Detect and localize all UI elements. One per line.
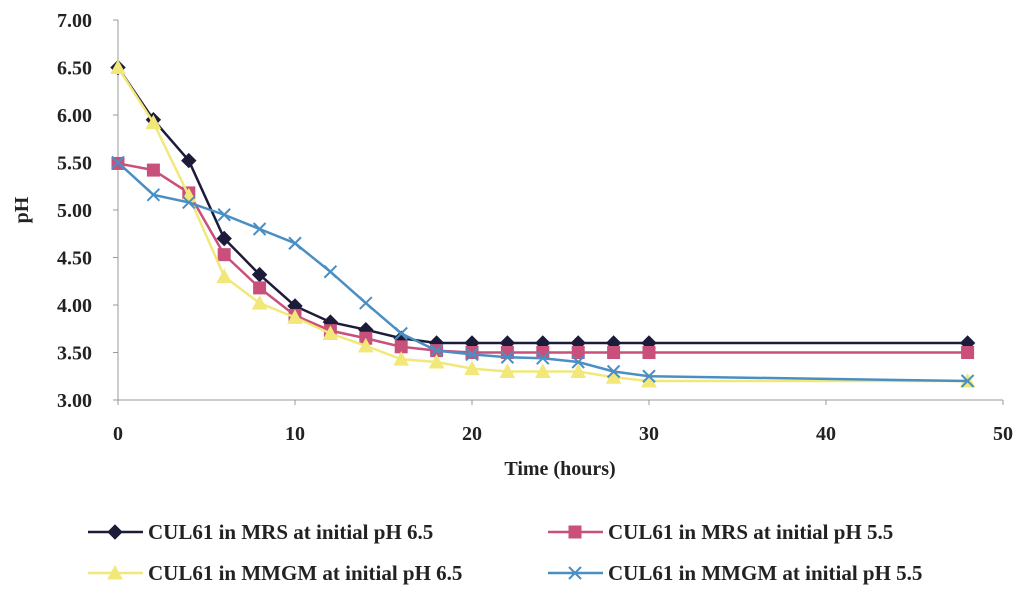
legend-item: CUL61 in MMGM at initial pH 6.5 [88,561,462,585]
y-tick-label: 6.50 [57,58,92,80]
data-point [500,350,515,364]
data-point [465,347,479,362]
data-point [216,230,232,247]
data-point [394,326,408,341]
legend-item: CUL61 in MRS at initial pH 5.5 [548,520,893,544]
data-point [393,351,410,366]
legend-item: CUL61 in MRS at initial pH 6.5 [88,520,433,544]
legend-marker [107,564,123,580]
data-point [145,114,162,130]
legend-marker [568,566,582,580]
data-point [323,265,338,279]
x-tick-label: 50 [993,423,1013,445]
series-line [117,162,968,354]
data-point [536,351,550,365]
data-point [605,369,622,384]
y-tick-label: 5.50 [57,153,92,175]
data-point [251,295,268,310]
y-tick-label: 3.50 [57,343,92,365]
legend-label: CUL61 in MRS at initial pH 6.5 [148,520,433,544]
data-point [146,188,161,202]
data-point [217,208,231,222]
data-point [536,346,550,359]
data-point [534,363,551,378]
data-point [110,59,126,74]
y-axis-title: pH [11,196,33,223]
series-2 [111,156,975,359]
data-point [288,236,302,250]
data-point [464,360,480,376]
x-tick-label: 0 [113,423,123,445]
y-axis-ticks: 3.00 3.50 4.00 4.50 5.00 5.50 6.00 6.50 7.00 [57,10,118,412]
legend-marker [568,525,582,539]
x-axis-ticks: 0 10 20 30 40 50 [113,400,1013,445]
data-point [359,296,373,310]
data-point [322,325,339,340]
legend-label: CUL61 in MRS at initial pH 5.5 [608,520,893,544]
data-point [606,364,621,379]
legend-marker [107,524,123,540]
y-tick-label: 5.00 [57,200,92,222]
data-point [428,353,445,369]
legend-label: CUL61 in MMGM at initial pH 6.5 [148,561,462,585]
y-tick-label: 4.50 [57,248,92,270]
legend-label: CUL61 in MMGM at initial pH 5.5 [608,561,922,585]
x-tick-label: 40 [816,423,836,445]
series-1 [110,59,976,351]
data-point [429,343,444,358]
y-tick-label: 3.00 [57,390,92,412]
data-point [394,340,408,354]
data-point [146,163,160,177]
data-point [571,355,585,369]
data-point [253,281,267,295]
series-line [116,66,968,345]
data-point [111,155,125,170]
x-tick-label: 20 [462,423,482,445]
data-point [607,346,621,359]
data-point [252,222,267,236]
legend-item: CUL61 in MMGM at initial pH 5.5 [548,561,922,585]
y-tick-label: 6.00 [57,105,92,127]
x-tick-label: 10 [285,423,305,445]
x-tick-label: 30 [639,423,659,445]
x-axis-title: Time (hours) [504,458,615,480]
data-point [642,346,656,359]
y-tick-label: 4.00 [57,295,92,317]
data-point [182,195,196,210]
data-point [217,248,231,262]
y-tick-label: 7.00 [57,10,92,32]
data-point [216,268,233,283]
data-series [110,59,976,388]
data-point [642,369,656,383]
series-4 [111,155,975,388]
data-point [181,152,197,169]
data-point [499,363,516,378]
data-point [960,374,975,388]
data-point [961,346,975,359]
data-point [571,346,585,359]
data-point [465,346,479,359]
data-point [570,363,587,378]
data-point [287,309,303,324]
data-point [357,337,374,353]
legend: CUL61 in MRS at initial pH 6.5 CUL61 in M… [88,520,922,585]
